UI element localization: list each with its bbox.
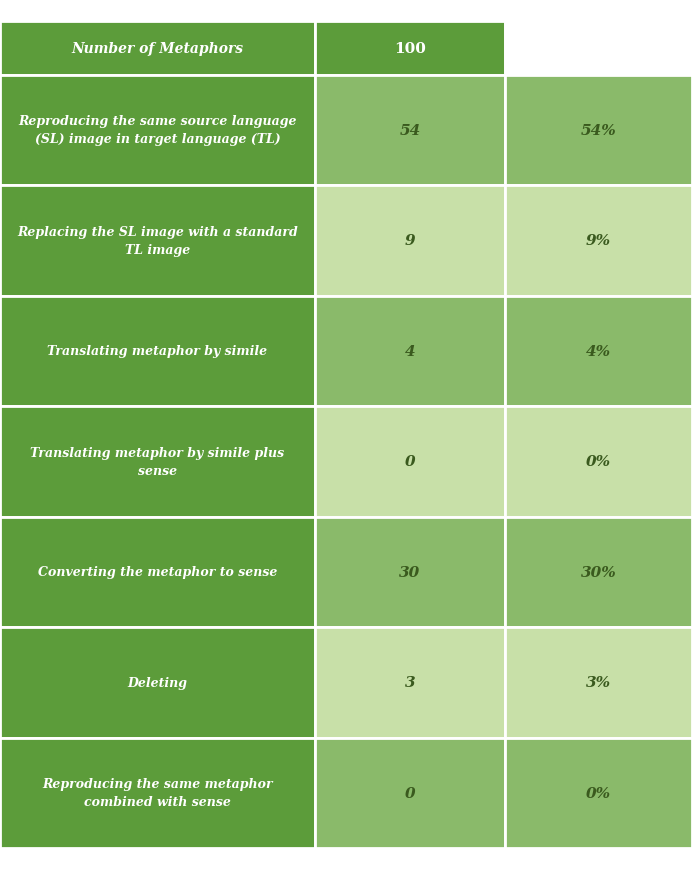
Bar [0,407,315,517]
Bar [0,296,315,407]
Text: 54%: 54% [581,123,617,138]
Bar [315,627,505,738]
Text: 0: 0 [405,786,415,800]
Text: 0%: 0% [586,454,611,469]
Bar [0,517,315,627]
Bar [315,296,505,407]
Text: 54: 54 [399,123,421,138]
Bar [0,22,315,76]
Text: 0%: 0% [586,786,611,800]
Bar [315,738,505,848]
Bar [505,517,692,627]
Text: Converting the metaphor to sense: Converting the metaphor to sense [38,566,277,579]
Bar [505,296,692,407]
Text: Replacing the SL image with a standard
TL image: Replacing the SL image with a standard T… [17,226,298,256]
Bar [0,186,315,296]
Bar [505,627,692,738]
Bar [505,407,692,517]
Bar [0,627,315,738]
Bar [505,738,692,848]
Text: 100: 100 [394,42,426,56]
Text: 9: 9 [405,234,415,249]
Text: 9%: 9% [586,234,611,249]
Bar [0,76,315,186]
Text: 3%: 3% [586,675,611,690]
Bar [315,22,505,76]
Bar [315,186,505,296]
Text: Reproducing the same source language
(SL) image in target language (TL): Reproducing the same source language (SL… [18,116,297,146]
Text: Translating metaphor by simile plus
sense: Translating metaphor by simile plus sens… [30,447,284,477]
Text: 4%: 4% [586,344,611,359]
Bar [505,76,692,186]
Text: Translating metaphor by simile: Translating metaphor by simile [47,345,268,358]
Text: Reproducing the same metaphor
combined with sense: Reproducing the same metaphor combined w… [42,778,273,808]
Text: Deleting: Deleting [127,676,188,689]
Text: Number of Metaphors: Number of Metaphors [71,42,244,56]
Text: 30%: 30% [581,565,617,580]
Text: 30: 30 [399,565,421,580]
Text: 3: 3 [405,675,415,690]
Text: 4: 4 [405,344,415,359]
Bar [315,517,505,627]
Bar [315,407,505,517]
Bar [505,186,692,296]
Bar [315,76,505,186]
Bar [505,22,692,76]
Bar [0,738,315,848]
Text: 0: 0 [405,454,415,469]
